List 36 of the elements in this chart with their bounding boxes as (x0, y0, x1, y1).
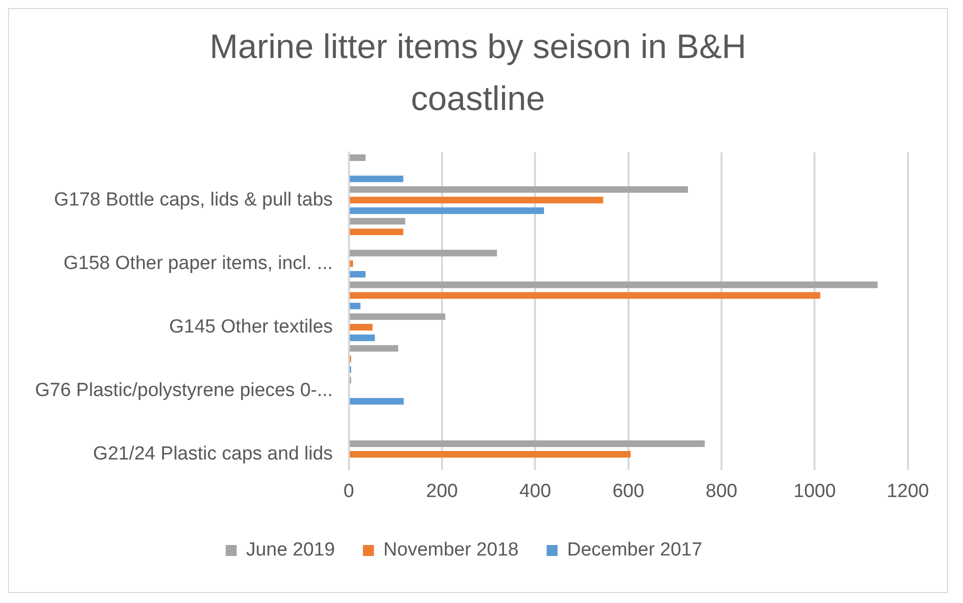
x-tick-label: 1000 (794, 480, 836, 502)
y-tick-label: G158 Other paper items, incl. ... (64, 252, 333, 274)
legend-label: November 2018 (383, 540, 519, 561)
bar (350, 176, 404, 182)
x-tick-label: 0 (344, 480, 354, 502)
x-tick-label: 400 (519, 480, 552, 502)
chart-title: Marine litter items by seison in B&H coastline (208, 27, 748, 120)
bar (350, 270, 366, 278)
bar (350, 292, 820, 299)
bar (350, 260, 353, 267)
bar (350, 302, 360, 310)
x-tick-label: 800 (706, 480, 738, 502)
bar (350, 207, 544, 214)
x-tick-label: 200 (426, 480, 458, 502)
legend-label: December 2017 (567, 540, 702, 561)
bar (350, 228, 404, 236)
bar (350, 334, 375, 342)
bar (350, 324, 373, 330)
bar (350, 250, 497, 256)
bar (350, 398, 404, 405)
y-tick-label: G21/24 Plastic caps and lids (93, 444, 333, 465)
bar (350, 186, 688, 193)
bar (350, 154, 366, 161)
bar (350, 196, 604, 204)
bar (350, 218, 406, 225)
bar (350, 345, 398, 352)
bar (350, 440, 705, 447)
x-tick-label: 1200 (886, 480, 930, 502)
y-tick-label: G145 Other textiles (169, 316, 333, 338)
bar (350, 313, 446, 320)
legend-label: June 2019 (246, 540, 335, 561)
y-tick-label: G178 Bottle caps, lids & pull tabs (54, 189, 333, 210)
x-tick-label: 600 (612, 480, 644, 502)
y-tick-label: G76 Plastic/polystyrene pieces 0-... (34, 380, 333, 401)
bar (350, 282, 878, 288)
bar (350, 451, 631, 458)
